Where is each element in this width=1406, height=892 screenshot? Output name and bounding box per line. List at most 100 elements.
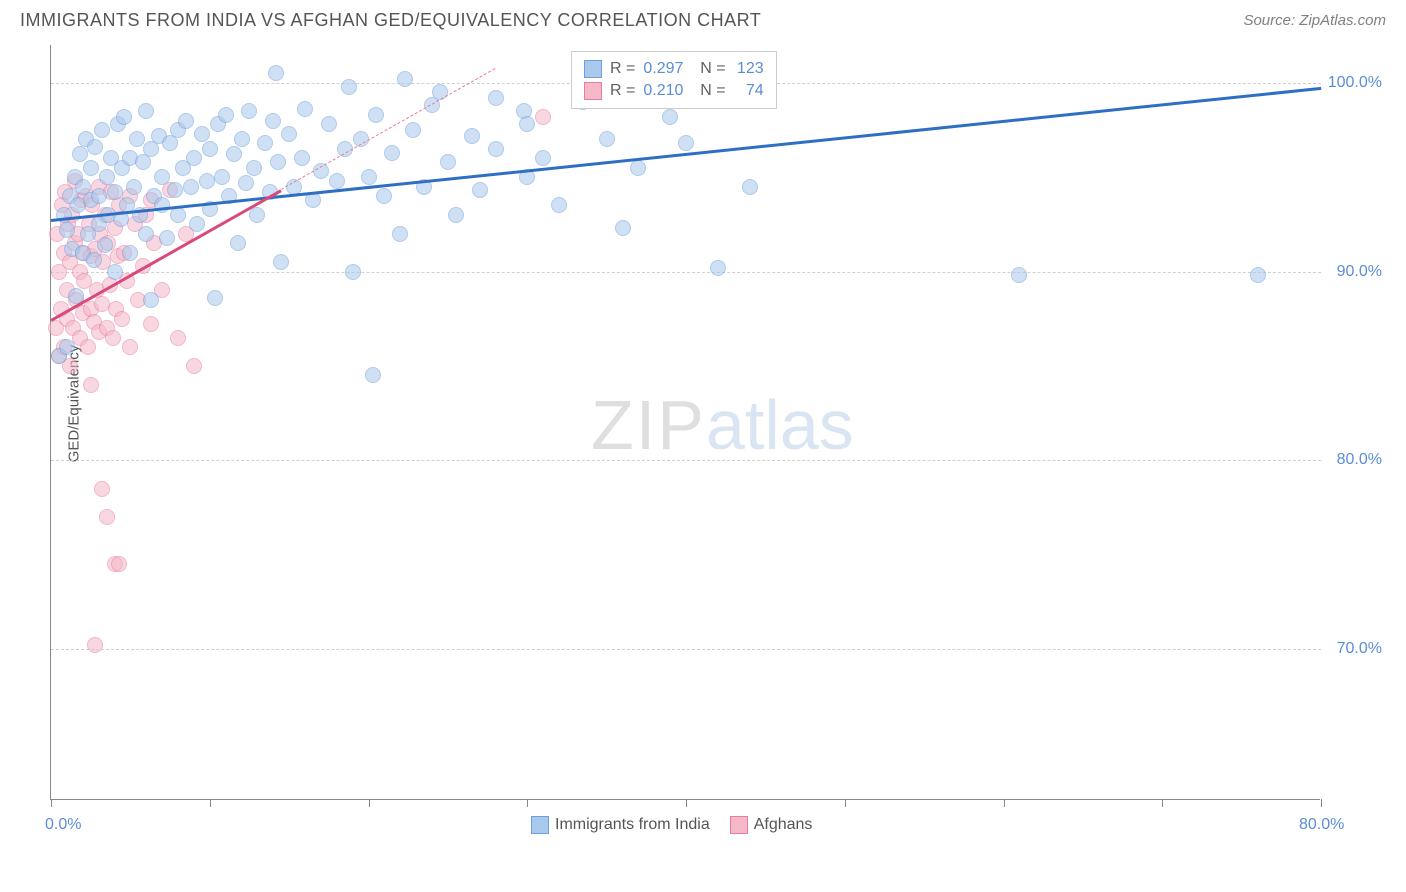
data-point: [80, 339, 96, 355]
data-point: [1011, 267, 1027, 283]
x-tick: [1162, 799, 1163, 807]
data-point: [630, 160, 646, 176]
data-point: [273, 254, 289, 270]
data-point: [535, 109, 551, 125]
data-point: [551, 197, 567, 213]
watermark-atlas: atlas: [706, 386, 854, 464]
x-tick: [845, 799, 846, 807]
x-tick-label: 0.0%: [45, 816, 81, 834]
data-point: [294, 150, 310, 166]
data-point: [742, 179, 758, 195]
legend-label: Immigrants from India: [555, 816, 710, 834]
data-point: [83, 377, 99, 393]
data-point: [59, 222, 75, 238]
data-point: [384, 145, 400, 161]
y-tick-label: 70.0%: [1337, 640, 1382, 658]
grid-line: [51, 272, 1321, 273]
chart-title: IMMIGRANTS FROM INDIA VS AFGHAN GED/EQUI…: [20, 10, 761, 31]
legend-label: Afghans: [754, 816, 813, 834]
data-point: [448, 207, 464, 223]
data-point: [519, 116, 535, 132]
data-point: [488, 90, 504, 106]
data-point: [297, 101, 313, 117]
data-point: [662, 109, 678, 125]
data-point: [329, 173, 345, 189]
data-point: [129, 131, 145, 147]
x-tick-label: 80.0%: [1299, 816, 1344, 834]
data-point: [207, 290, 223, 306]
data-point: [86, 252, 102, 268]
data-point: [361, 169, 377, 185]
data-point: [83, 160, 99, 176]
data-point: [249, 207, 265, 223]
data-point: [268, 65, 284, 81]
data-point: [114, 311, 130, 327]
data-point: [99, 169, 115, 185]
series-swatch: [584, 60, 602, 78]
data-point: [464, 128, 480, 144]
chart-header: IMMIGRANTS FROM INDIA VS AFGHAN GED/EQUI…: [0, 0, 1406, 36]
data-point: [189, 216, 205, 232]
grid-line: [51, 649, 1321, 650]
data-point: [535, 150, 551, 166]
data-point: [440, 154, 456, 170]
data-point: [59, 339, 75, 355]
data-point: [154, 197, 170, 213]
y-tick-label: 90.0%: [1337, 263, 1382, 281]
data-point: [178, 113, 194, 129]
legend-item: Afghans: [730, 816, 813, 834]
x-tick: [686, 799, 687, 807]
legend-swatch: [730, 816, 748, 834]
stat-r-label: R =: [610, 82, 635, 100]
legend-swatch: [531, 816, 549, 834]
data-point: [143, 292, 159, 308]
data-point: [107, 264, 123, 280]
data-point: [238, 175, 254, 191]
stats-row: R = 0.297 N = 123: [584, 58, 764, 80]
data-point: [265, 113, 281, 129]
data-point: [122, 245, 138, 261]
data-point: [87, 139, 103, 155]
legend-item: Immigrants from India: [531, 816, 710, 834]
data-point: [170, 207, 186, 223]
data-point: [599, 131, 615, 147]
data-point: [159, 230, 175, 246]
data-point: [376, 188, 392, 204]
x-tick: [1321, 799, 1322, 807]
data-point: [194, 126, 210, 142]
plot-area: ZIPatlas 70.0%80.0%90.0%100.0%0.0%80.0%R…: [50, 45, 1320, 800]
data-point: [1250, 267, 1266, 283]
chart-source: Source: ZipAtlas.com: [1243, 12, 1386, 29]
data-point: [143, 316, 159, 332]
stat-r-value: 0.210: [643, 82, 683, 100]
data-point: [218, 107, 234, 123]
data-point: [241, 103, 257, 119]
stat-n-label: N =: [691, 82, 725, 100]
data-point: [345, 264, 361, 280]
data-point: [710, 260, 726, 276]
data-point: [94, 481, 110, 497]
data-point: [321, 116, 337, 132]
bottom-legend: Immigrants from India Afghans: [531, 816, 812, 834]
data-point: [234, 131, 250, 147]
data-point: [199, 173, 215, 189]
data-point: [138, 103, 154, 119]
data-point: [99, 509, 115, 525]
data-point: [186, 358, 202, 374]
y-tick-label: 100.0%: [1328, 74, 1382, 92]
data-point: [392, 226, 408, 242]
data-point: [678, 135, 694, 151]
data-point: [472, 182, 488, 198]
watermark: ZIPatlas: [591, 385, 854, 465]
data-point: [214, 169, 230, 185]
data-point: [126, 179, 142, 195]
data-point: [170, 330, 186, 346]
data-point: [488, 141, 504, 157]
data-point: [405, 122, 421, 138]
data-point: [167, 182, 183, 198]
data-point: [257, 135, 273, 151]
data-point: [281, 126, 297, 142]
stat-n-label: N =: [691, 60, 725, 78]
data-point: [226, 146, 242, 162]
trend-line-dashed: [281, 68, 496, 190]
